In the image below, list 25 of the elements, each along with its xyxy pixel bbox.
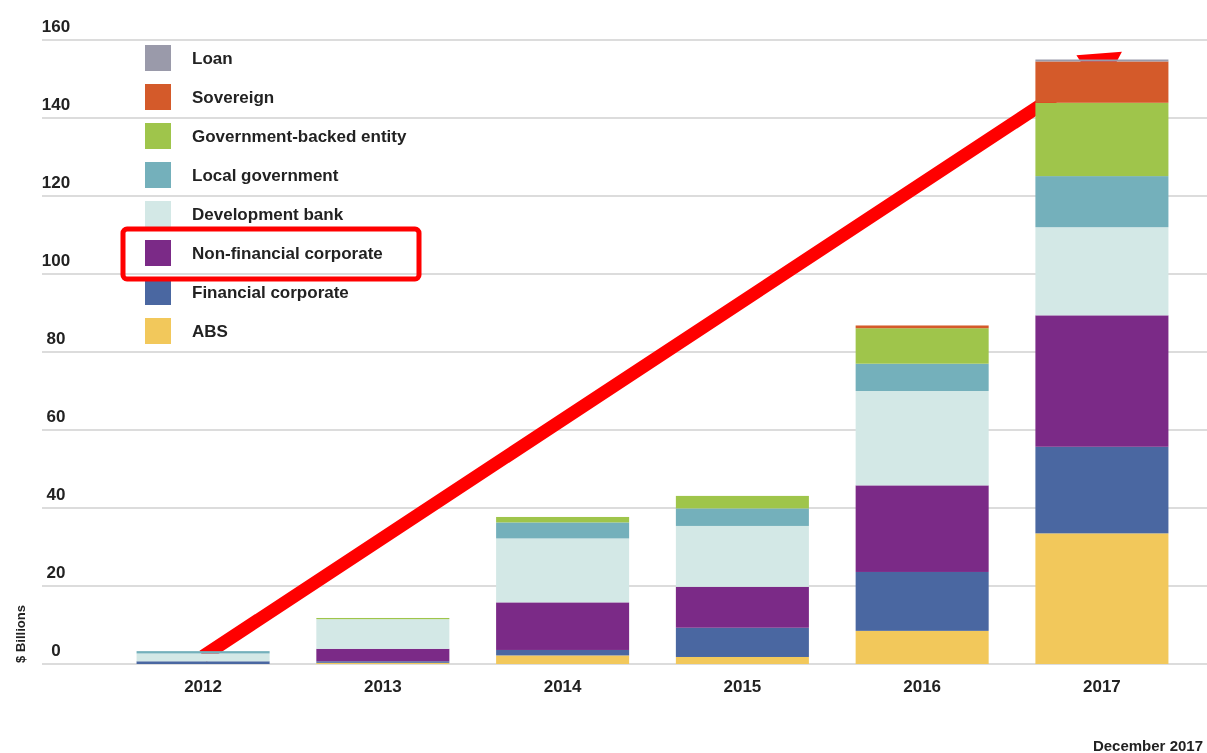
y-tick-label: 120: [41, 173, 71, 192]
y-axis-title: $ Billions: [13, 605, 28, 663]
y-tick-label: 60: [46, 407, 66, 426]
x-tick-label: 2012: [184, 677, 222, 696]
y-tick-label: 20: [46, 563, 66, 582]
legend-label: ABS: [192, 322, 228, 341]
x-tick-label: 2013: [363, 677, 402, 696]
x-tick-label: 2017: [1083, 677, 1121, 696]
y-tick-label: 0: [51, 641, 61, 660]
text: December 2017: [1092, 737, 1203, 753]
y-tick-label: 160: [41, 17, 71, 36]
legend-label: Sovereign: [192, 88, 275, 107]
x-tick-label: 2015: [723, 677, 762, 696]
legend-label: Local government: [192, 166, 339, 185]
y-tick-label: 80: [46, 329, 66, 348]
y-tick-label: 140: [41, 95, 71, 114]
legend-label: Government-backed entity: [192, 127, 407, 146]
legend-label: Loan: [192, 49, 233, 68]
y-tick-label: 40: [46, 485, 66, 504]
x-tick-label: 2014: [543, 677, 583, 696]
legend-label: Development bank: [192, 205, 344, 224]
y-tick-label: 100: [41, 251, 71, 270]
legend-label: Non-financial corporate: [192, 244, 383, 263]
x-tick-label: 2016: [903, 677, 942, 696]
legend-label: Financial corporate: [192, 283, 349, 302]
